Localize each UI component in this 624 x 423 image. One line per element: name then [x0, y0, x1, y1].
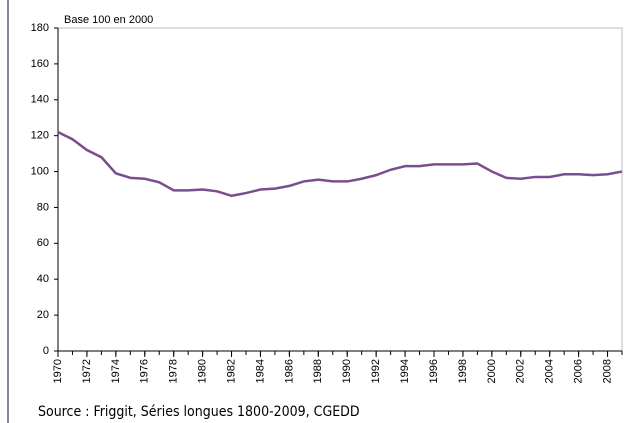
- x-tick-label: 1974: [110, 359, 122, 383]
- x-tick-label: 1996: [428, 359, 440, 383]
- x-tick-label: 1972: [81, 359, 93, 383]
- y-tick-label: 80: [37, 201, 49, 213]
- x-tick-label: 2002: [515, 359, 527, 383]
- x-tick-label: 2008: [601, 359, 613, 383]
- y-tick-label: 60: [37, 237, 49, 249]
- x-tick-label: 1970: [52, 359, 64, 383]
- x-tick-label: 1982: [225, 359, 237, 383]
- y-tick-label: 160: [31, 58, 49, 70]
- data-line: [57, 130, 623, 198]
- y-tick-label: 120: [31, 130, 49, 142]
- x-tick-label: 1980: [197, 359, 209, 383]
- x-tick-label: 1986: [283, 359, 295, 383]
- x-tick-label: 1976: [139, 359, 151, 383]
- source-note: Source : Friggit, Séries longues 1800-20…: [38, 404, 360, 420]
- plot-frame: [57, 27, 623, 352]
- x-tick-label: 1978: [168, 359, 180, 383]
- y-tick-label: 40: [37, 273, 49, 285]
- y-tick-label: 0: [43, 345, 49, 357]
- x-tick-label: 2004: [544, 359, 556, 383]
- y-tick-label: 140: [31, 94, 49, 106]
- y-tick-label: 100: [31, 165, 49, 177]
- x-tick-label: 1990: [341, 359, 353, 383]
- y-tick-label: 180: [31, 22, 49, 34]
- x-tick-label: 1998: [457, 359, 469, 383]
- x-tick-label: 2006: [573, 359, 585, 383]
- x-tick-label: 1988: [312, 359, 324, 383]
- x-tick-label: 2000: [486, 359, 498, 383]
- x-tick-label: 1984: [254, 359, 266, 383]
- x-tick-label: 1992: [370, 359, 382, 383]
- chart-subtitle: Base 100 en 2000: [64, 14, 153, 26]
- x-tick-label: 1994: [399, 359, 411, 383]
- y-tick-label: 20: [37, 309, 49, 321]
